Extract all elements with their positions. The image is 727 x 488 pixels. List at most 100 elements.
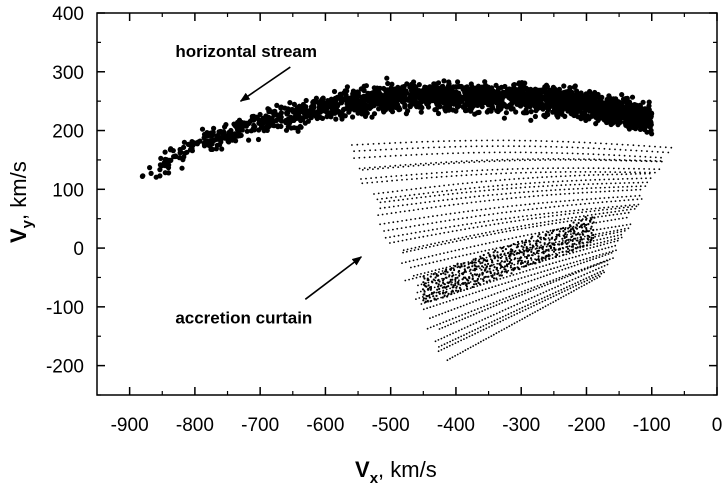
curtain-point	[424, 263, 427, 265]
curtain-point	[435, 161, 437, 164]
curtain-point	[495, 266, 499, 269]
curtain-point	[563, 264, 565, 267]
curtain-point	[479, 267, 481, 270]
curtain-point	[459, 290, 462, 293]
stream-point	[290, 107, 296, 113]
curtain-point	[456, 276, 459, 279]
curtain-point	[519, 257, 522, 260]
curtain-point	[555, 193, 557, 196]
curtain-point	[597, 153, 600, 156]
curtain-point	[616, 234, 619, 237]
curtain-point	[559, 159, 562, 161]
curtain-point	[563, 218, 566, 220]
curtain-point	[524, 203, 527, 206]
curtain-point	[408, 209, 411, 212]
curtain-point	[547, 212, 550, 215]
curtain-point	[469, 315, 472, 317]
curtain-point	[571, 227, 574, 230]
curtain-point	[600, 266, 603, 268]
curtain-point	[426, 307, 428, 310]
stream-point	[294, 115, 300, 121]
curtain-point	[589, 220, 592, 223]
curtain-point	[562, 204, 564, 207]
curtain-point	[509, 210, 512, 213]
curtain-point	[524, 151, 527, 154]
curtain-point	[426, 295, 429, 298]
curtain-point	[404, 164, 407, 166]
curtain-point	[559, 193, 562, 196]
curtain-point	[603, 260, 606, 263]
curtain-point	[420, 257, 422, 260]
curtain-point	[592, 239, 595, 242]
curtain-point	[583, 225, 586, 228]
curtain-point	[451, 192, 454, 195]
curtain-point	[492, 230, 495, 233]
curtain-point	[622, 224, 624, 227]
curtain-point	[619, 171, 621, 174]
curtain-point	[523, 191, 525, 194]
curtain-point	[406, 250, 408, 253]
curtain-point	[614, 244, 617, 247]
curtain-point	[483, 200, 486, 202]
curtain-point	[502, 206, 505, 208]
curtain-point	[596, 263, 599, 265]
y-tick-label: 100	[52, 180, 84, 201]
curtain-point	[526, 315, 529, 318]
curtain-point	[543, 296, 546, 299]
curtain-point	[542, 167, 544, 170]
curtain-point	[516, 243, 519, 246]
curtain-point	[437, 283, 440, 286]
curtain-point	[577, 167, 580, 170]
curtain-point	[486, 159, 488, 162]
curtain-point	[513, 139, 516, 142]
curtain-point	[577, 283, 580, 286]
curtain-point	[448, 219, 451, 222]
curtain-point	[363, 149, 366, 152]
curtain-point	[525, 270, 528, 272]
curtain-point	[490, 264, 493, 267]
curtain-point	[520, 182, 522, 185]
curtain-point	[488, 189, 490, 192]
curtain-point	[600, 142, 602, 145]
curtain-point	[530, 296, 533, 299]
curtain-point	[441, 277, 443, 280]
curtain-point	[614, 207, 617, 210]
curtain-point	[460, 197, 463, 200]
stream-point	[536, 88, 542, 94]
curtain-point	[450, 292, 453, 295]
curtain-point	[530, 237, 533, 240]
curtain-point	[435, 294, 438, 297]
curtain-point	[435, 254, 438, 256]
curtain-point	[573, 209, 576, 212]
curtain-point	[503, 260, 507, 263]
curtain-point	[606, 236, 609, 239]
curtain-point	[638, 194, 641, 197]
curtain-point	[540, 151, 543, 154]
curtain-point	[562, 140, 564, 143]
curtain-point	[452, 298, 454, 301]
curtain-point	[474, 328, 476, 331]
curtain-point	[520, 291, 523, 293]
curtain-point	[578, 233, 581, 236]
curtain-point	[595, 191, 597, 193]
curtain-point	[509, 229, 512, 232]
curtain-point	[522, 219, 525, 221]
curtain-point	[600, 261, 603, 264]
curtain-point	[461, 217, 464, 220]
curtain-point	[418, 297, 421, 299]
curtain-point	[606, 242, 609, 245]
curtain-point	[625, 159, 628, 162]
curtain-point	[454, 145, 457, 148]
curtain-point	[547, 298, 549, 300]
curtain-point	[482, 266, 485, 269]
curtain-point	[395, 196, 397, 198]
curtain-point	[379, 155, 381, 158]
curtain-point	[406, 233, 409, 236]
curtain-point	[423, 293, 426, 296]
curtain-point	[538, 266, 541, 268]
curtain-point	[579, 215, 581, 218]
curtain-point	[501, 188, 504, 190]
curtain-point	[635, 185, 638, 188]
curtain-point	[546, 194, 548, 197]
